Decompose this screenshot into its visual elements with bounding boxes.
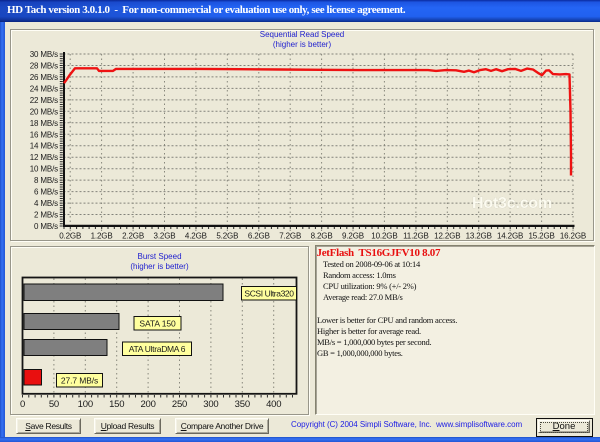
svg-text:12.2GB: 12.2GB (434, 232, 460, 240)
svg-text:24 MB/s: 24 MB/s (30, 84, 58, 93)
svg-text:SATA 150: SATA 150 (139, 319, 176, 329)
svg-text:150: 150 (109, 399, 124, 410)
svg-text:22 MB/s: 22 MB/s (30, 96, 58, 105)
svg-text:13.2GB: 13.2GB (466, 232, 492, 240)
svg-text:11.2GB: 11.2GB (403, 232, 429, 240)
svg-text:18 MB/s: 18 MB/s (30, 119, 58, 128)
svg-text:100: 100 (78, 399, 93, 410)
svg-text:300: 300 (203, 399, 218, 410)
svg-text:0: 0 (20, 399, 25, 410)
svg-text:14 MB/s: 14 MB/s (30, 142, 58, 151)
svg-text:20 MB/s: 20 MB/s (30, 107, 58, 116)
svg-text:8.2GB: 8.2GB (311, 232, 333, 240)
svg-text:9.2GB: 9.2GB (342, 232, 364, 240)
svg-text:ATA UltraDMA 6: ATA UltraDMA 6 (129, 344, 186, 354)
svg-text:8 MB/s: 8 MB/s (34, 176, 58, 185)
svg-text:3.2GB: 3.2GB (154, 232, 176, 240)
svg-text:0.2GB: 0.2GB (59, 232, 81, 240)
svg-text:2 MB/s: 2 MB/s (34, 211, 58, 220)
svg-text:SCSI Ultra320: SCSI Ultra320 (244, 289, 294, 299)
svg-text:0 MB/s: 0 MB/s (34, 222, 58, 231)
svg-text:4 MB/s: 4 MB/s (34, 199, 58, 208)
svg-text:5.2GB: 5.2GB (216, 232, 238, 240)
svg-text:6.2GB: 6.2GB (248, 232, 270, 240)
svg-text:2.2GB: 2.2GB (122, 232, 144, 240)
svg-text:10.2GB: 10.2GB (371, 232, 397, 240)
svg-text:6 MB/s: 6 MB/s (34, 188, 58, 197)
svg-text:7.2GB: 7.2GB (279, 232, 301, 240)
svg-text:14.2GB: 14.2GB (497, 232, 523, 240)
svg-text:200: 200 (140, 399, 155, 410)
svg-text:10 MB/s: 10 MB/s (30, 165, 58, 174)
svg-text:16.2GB: 16.2GB (560, 232, 586, 240)
svg-text:400: 400 (266, 399, 281, 410)
svg-text:50: 50 (49, 399, 59, 410)
svg-text:30 MB/s: 30 MB/s (30, 50, 58, 59)
svg-text:12 MB/s: 12 MB/s (30, 153, 58, 162)
svg-text:16 MB/s: 16 MB/s (30, 130, 58, 139)
svg-text:Hot3c.com: Hot3c.com (472, 195, 552, 212)
svg-text:250: 250 (172, 399, 187, 410)
svg-text:15.2GB: 15.2GB (528, 232, 554, 240)
svg-text:27.7 MB/s: 27.7 MB/s (61, 376, 98, 386)
svg-text:28 MB/s: 28 MB/s (30, 62, 58, 71)
svg-text:350: 350 (235, 399, 250, 410)
svg-text:26 MB/s: 26 MB/s (30, 73, 58, 82)
svg-text:1.2GB: 1.2GB (91, 232, 113, 240)
svg-text:4.2GB: 4.2GB (185, 232, 207, 240)
